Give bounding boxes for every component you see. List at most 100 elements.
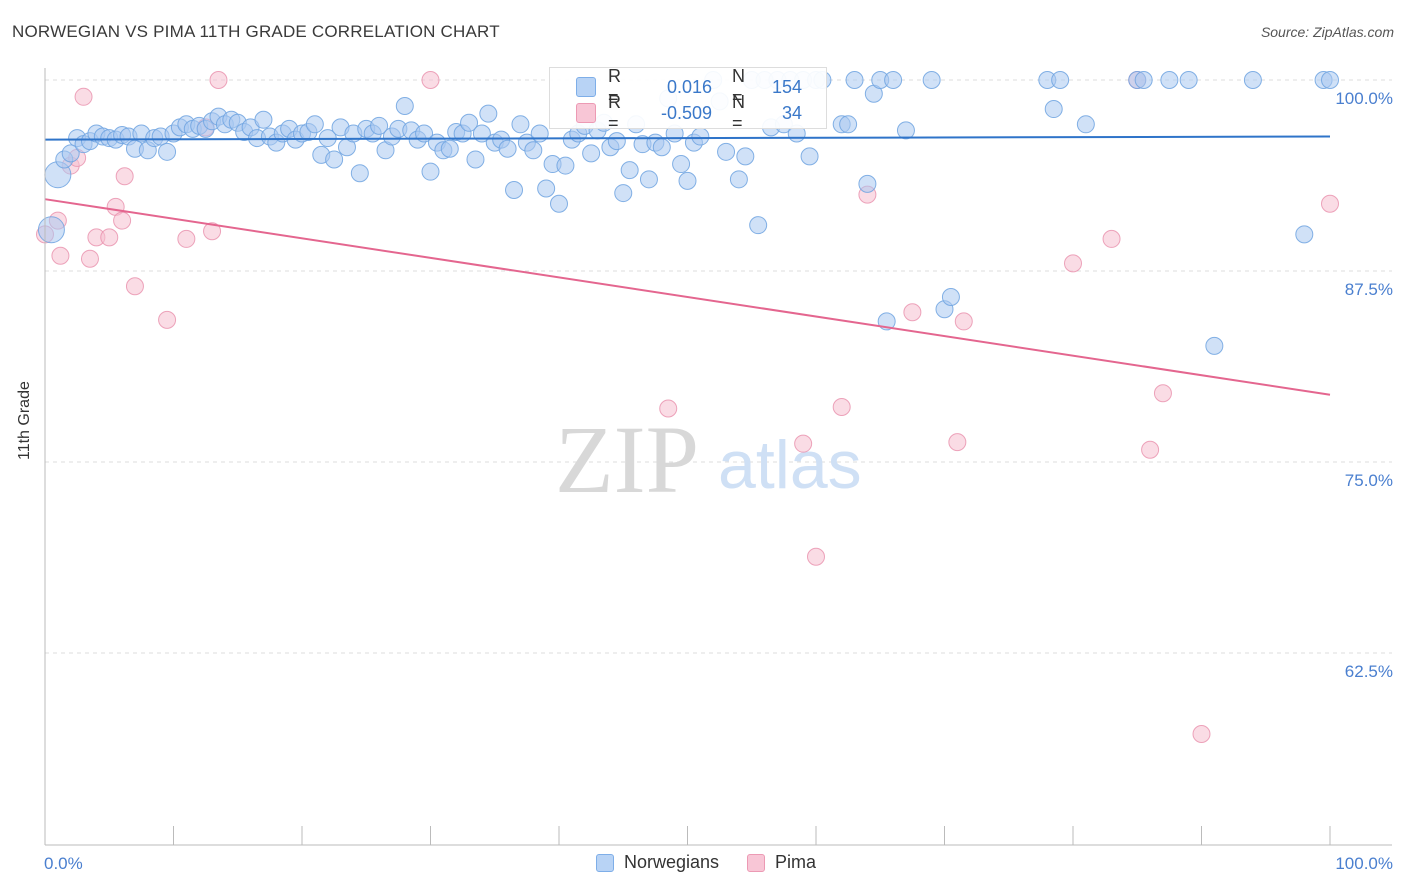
norwegian-point [325, 150, 344, 169]
r-label: R = [608, 66, 621, 107]
norwegian-point [922, 71, 941, 89]
norwegian-point [729, 170, 748, 189]
pima-point [794, 434, 813, 453]
n-label: N = [732, 92, 745, 133]
norwegian-point [652, 138, 671, 157]
source-credit: Source: ZipAtlas.com [1260, 24, 1394, 40]
pima-point [80, 249, 99, 268]
pima-point [51, 246, 70, 265]
norwegian-point [440, 139, 459, 158]
norwegian-point [614, 184, 633, 203]
pima-point [1141, 440, 1160, 459]
legend-item-norwegians[interactable]: Norwegians [596, 852, 719, 873]
pima-point [177, 229, 196, 248]
norwegian-point [800, 147, 819, 166]
pima-point [954, 312, 973, 331]
norwegian-point [884, 71, 903, 89]
pima-point [948, 433, 967, 452]
norwegian-point [896, 121, 915, 140]
pima-point [1192, 724, 1211, 743]
chart-legend: Norwegians Pima [596, 852, 844, 873]
pima-trend-line [44, 198, 1331, 396]
norwegian-point [1160, 71, 1179, 89]
norwegian-point [1076, 115, 1095, 134]
x-tick-label-max: 100.0% [1335, 854, 1393, 873]
watermark-atlas: atlas [718, 427, 862, 503]
norwegian-point [530, 124, 549, 143]
norwegian-point [1321, 71, 1339, 89]
norwegian-point [839, 115, 858, 134]
norwegian-point [537, 179, 556, 198]
norwegian-point [582, 144, 601, 163]
norwegian-point [639, 170, 658, 189]
legend-item-pima[interactable]: Pima [747, 852, 816, 873]
pima-point [125, 277, 144, 296]
pima-point [659, 399, 678, 418]
pima-point [113, 211, 132, 230]
norwegians-r-value: 0.016 [666, 76, 712, 97]
x-tick-label-min: 0.0% [44, 854, 83, 873]
norwegian-point [672, 155, 691, 174]
norwegian-point [511, 115, 530, 134]
legend-label-pima: Pima [775, 852, 817, 872]
norwegian-point [858, 174, 877, 193]
norwegian-point [620, 161, 639, 180]
legend-swatch-pima [747, 853, 766, 872]
norwegian-point [1295, 225, 1314, 244]
y-tick-label: 75.0% [1345, 471, 1393, 490]
pima-point [1321, 194, 1339, 213]
norwegian-point [717, 142, 736, 161]
norwegian-point [37, 216, 65, 244]
norwegian-point [421, 162, 440, 181]
norwegians-n-value: 154 [771, 76, 802, 97]
norwegian-point [550, 194, 568, 213]
norwegian-point [1243, 71, 1262, 89]
trend-lines [44, 135, 1331, 396]
legend-label-norwegians: Norwegians [624, 852, 720, 872]
pima-point [209, 71, 228, 89]
norwegian-point [350, 164, 369, 183]
norwegian-point [158, 142, 177, 161]
norwegian-point [466, 150, 485, 169]
norwegian-point [1205, 336, 1224, 355]
norwegian-point [607, 132, 626, 151]
y-tick-label: 100.0% [1335, 89, 1393, 108]
pima-point [203, 222, 222, 241]
norwegian-point [691, 127, 710, 146]
norwegian-point [1134, 71, 1153, 89]
pima-point [115, 167, 134, 186]
norwegian-point [736, 147, 755, 166]
pima-point [421, 71, 440, 89]
pima-n-value: 34 [781, 102, 802, 123]
norwegian-point [941, 287, 960, 306]
pima-point [807, 547, 825, 566]
chart-title: NORWEGIAN VS PIMA 11TH GRADE CORRELATION… [12, 22, 500, 41]
pima-point [1064, 254, 1082, 273]
watermark: ZIP atlas [555, 406, 862, 513]
norwegian-point [749, 216, 768, 235]
norwegian-trend-line [44, 135, 1331, 141]
pima-point [74, 87, 93, 106]
r-label: R = [608, 92, 621, 133]
norwegian-point [1051, 71, 1070, 89]
norwegian-point [460, 113, 479, 132]
norwegian-point [505, 181, 524, 200]
pima-point [903, 303, 922, 322]
norwegian-point [370, 116, 389, 135]
norwegian-point [395, 96, 414, 115]
norwegian-point [498, 139, 517, 158]
grid-layer [45, 79, 1392, 654]
norwegian-point [61, 144, 80, 163]
norwegian-point [524, 141, 543, 160]
pima-point [158, 310, 177, 329]
pima-r-value: -0.509 [660, 102, 712, 123]
norwegian-point [678, 171, 697, 190]
y-tick-label: 62.5% [1345, 662, 1393, 681]
norwegians-swatch [576, 77, 596, 97]
pima-point [832, 397, 851, 416]
pima-point [1102, 229, 1121, 248]
n-label: N = [732, 66, 745, 107]
norwegian-point [556, 156, 575, 175]
axes: 100.0% 87.5% 75.0% 62.5% 0.0% 100.0% [44, 68, 1393, 873]
